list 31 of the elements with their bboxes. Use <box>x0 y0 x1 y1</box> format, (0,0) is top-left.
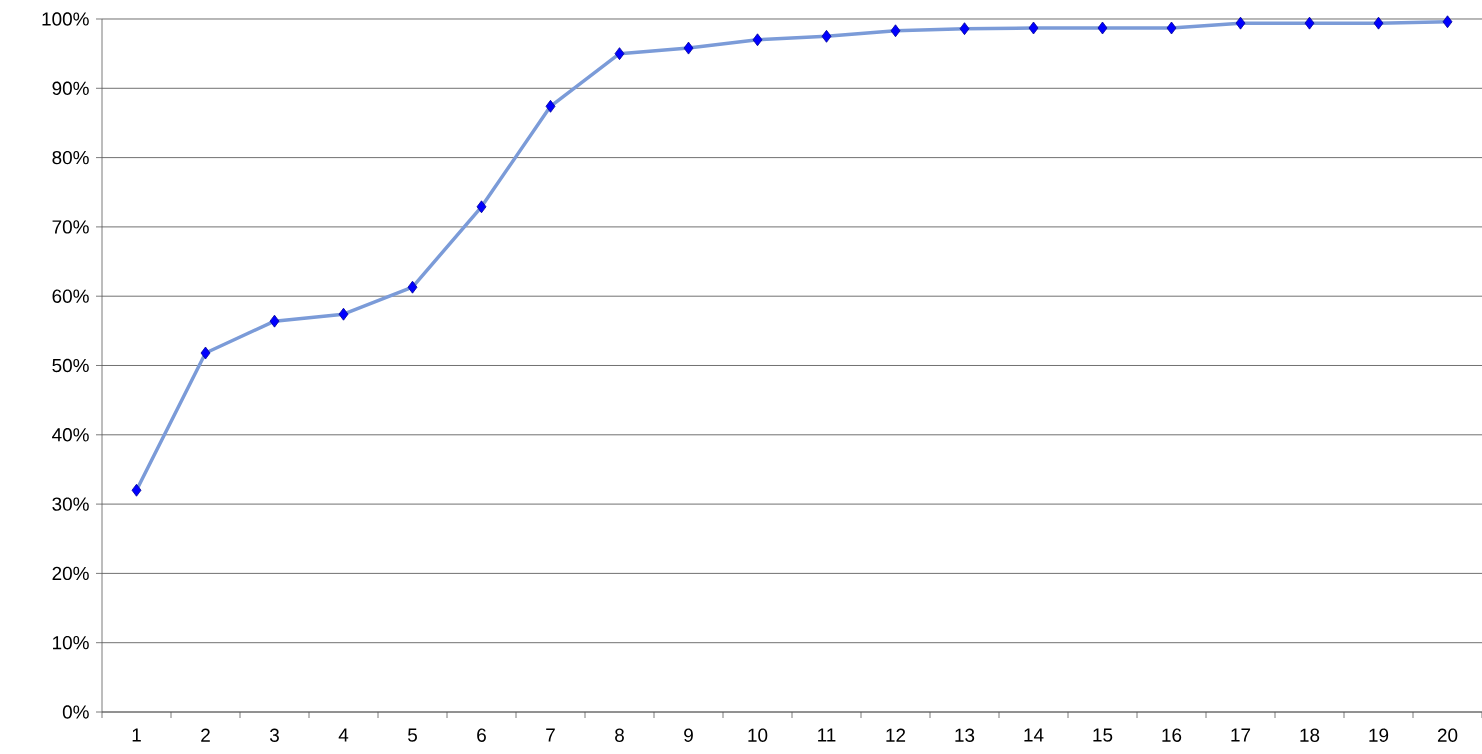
x-tick-label: 10 <box>748 728 768 742</box>
y-tick-label: 10% <box>53 636 89 650</box>
y-tick-label: 90% <box>52 81 89 95</box>
x-tick-label: 11 <box>818 728 836 742</box>
x-tick-label: 4 <box>338 728 349 742</box>
y-tick-label: 0% <box>62 705 89 719</box>
x-tick-label: 2 <box>201 728 210 742</box>
x-tick-label: 16 <box>1162 728 1182 742</box>
x-tick-label: 8 <box>615 728 624 742</box>
y-tick-label: 60% <box>52 289 89 303</box>
x-tick-label: 17 <box>1231 728 1251 742</box>
x-tick-label: 9 <box>684 728 693 742</box>
x-tick-label: 18 <box>1300 728 1320 742</box>
y-tick-label: 100% <box>42 12 89 26</box>
x-tick-label: 19 <box>1369 728 1389 742</box>
y-tick-label: 40% <box>52 428 89 442</box>
y-tick-label: 70% <box>52 220 89 234</box>
x-tick-label: 1 <box>132 728 141 742</box>
y-tick-label: 80% <box>52 150 89 165</box>
x-tick-label: 12 <box>886 728 906 742</box>
y-tick-label: 30% <box>52 497 89 511</box>
y-tick-label: 50% <box>52 358 89 373</box>
x-tick-label: 7 <box>546 728 555 742</box>
x-tick-label: 13 <box>955 728 975 742</box>
x-tick-label: 14 <box>1024 728 1044 742</box>
x-tick-label: 15 <box>1093 728 1113 742</box>
y-tick-label: 20% <box>52 566 89 581</box>
x-tick-label: 3 <box>269 728 279 742</box>
x-tick-label: 6 <box>477 728 486 742</box>
x-tick-label: 5 <box>407 728 417 742</box>
x-tick-label: 20 <box>1437 728 1458 742</box>
